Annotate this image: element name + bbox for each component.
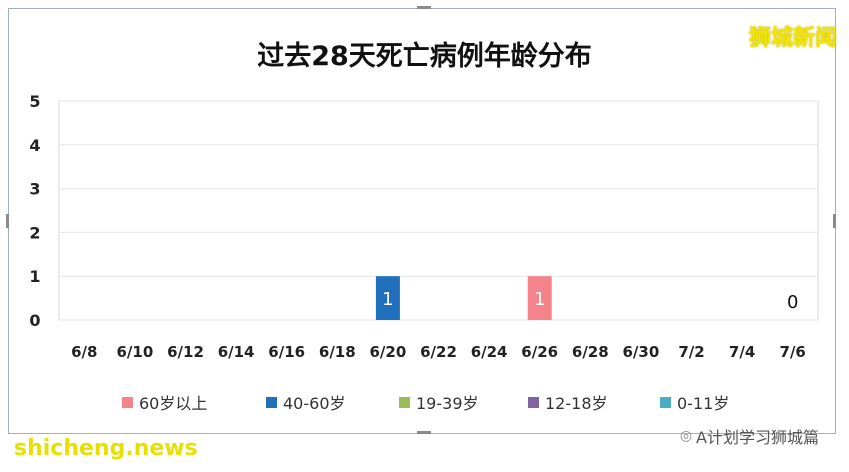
legend-swatch [528, 396, 539, 408]
x-tick-label: 6/22 [420, 343, 457, 361]
account-name: A计划学习狮城篇 [696, 428, 819, 447]
x-tick-label: 7/4 [729, 343, 755, 361]
legend-item: 19-39岁 [399, 390, 479, 414]
wechat-account: ◎ A计划学习狮城篇 [680, 424, 819, 448]
legend-item: 12-18岁 [528, 390, 608, 414]
y-tick-label: 3 [29, 180, 40, 199]
chart-title: 过去28天死亡病例年龄分布 [257, 41, 592, 72]
legend-label: 0-11岁 [677, 394, 730, 413]
legend-label: 60岁以上 [139, 394, 208, 413]
data-label: 1 [534, 289, 545, 310]
y-tick-label: 1 [29, 267, 40, 286]
resize-handle-top[interactable] [417, 6, 431, 9]
x-tick-label: 6/14 [218, 343, 255, 361]
watermark-text: shicheng.news [14, 436, 198, 461]
legend-swatch [399, 396, 410, 408]
bar [375, 276, 400, 320]
x-tick-label: 6/10 [117, 343, 154, 361]
x-tick-label: 7/2 [678, 343, 704, 361]
resize-handle-right[interactable] [833, 214, 836, 228]
plot-area [58, 100, 819, 321]
chart-plot: 0 1 2 3 4 5 6/8 6/10 6/12 6/14 6/16 6/18 6/20 6/22 6/2… [29, 92, 819, 361]
legend-swatch [266, 396, 277, 408]
data-label: 1 [382, 289, 393, 310]
y-tick-label: 0 [29, 311, 40, 330]
legend-item: 0-11岁 [660, 390, 729, 414]
legend-item: 60岁以上 [122, 390, 207, 414]
x-tick-label: 6/28 [572, 343, 609, 361]
brand-logo-text: 狮城新闻 [748, 26, 837, 51]
x-tick-label: 6/30 [623, 343, 660, 361]
legend-label: 19-39岁 [416, 394, 479, 413]
x-tick-label: 6/20 [370, 343, 407, 361]
resize-handle-left[interactable] [6, 214, 9, 228]
data-label: 0 [787, 292, 798, 313]
legend-swatch [122, 396, 133, 408]
x-tick-label: 6/24 [471, 343, 508, 361]
x-tick-label: 6/18 [319, 343, 356, 361]
x-tick-label: 6/26 [521, 343, 558, 361]
chart-legend: 60岁以上 40-60岁 19-39岁 12-18岁 0-11岁 [0, 390, 849, 416]
x-tick-label: 6/12 [167, 343, 204, 361]
legend-swatch [660, 396, 671, 408]
x-tick-label: 6/8 [71, 343, 97, 361]
legend-item: 40-60岁 [266, 390, 346, 414]
y-tick-label: 2 [29, 223, 40, 242]
chart-frame [8, 8, 836, 434]
legend-label: 40-60岁 [283, 394, 346, 413]
legend-label: 12-18岁 [545, 394, 608, 413]
x-tick-label: 6/16 [268, 343, 305, 361]
y-tick-label: 4 [29, 136, 40, 155]
y-tick-label: 5 [29, 92, 40, 111]
resize-handle-bottom[interactable] [417, 431, 431, 434]
bar [527, 276, 552, 320]
x-tick-label: 7/6 [780, 343, 806, 361]
wechat-icon: ◎ [679, 428, 693, 444]
